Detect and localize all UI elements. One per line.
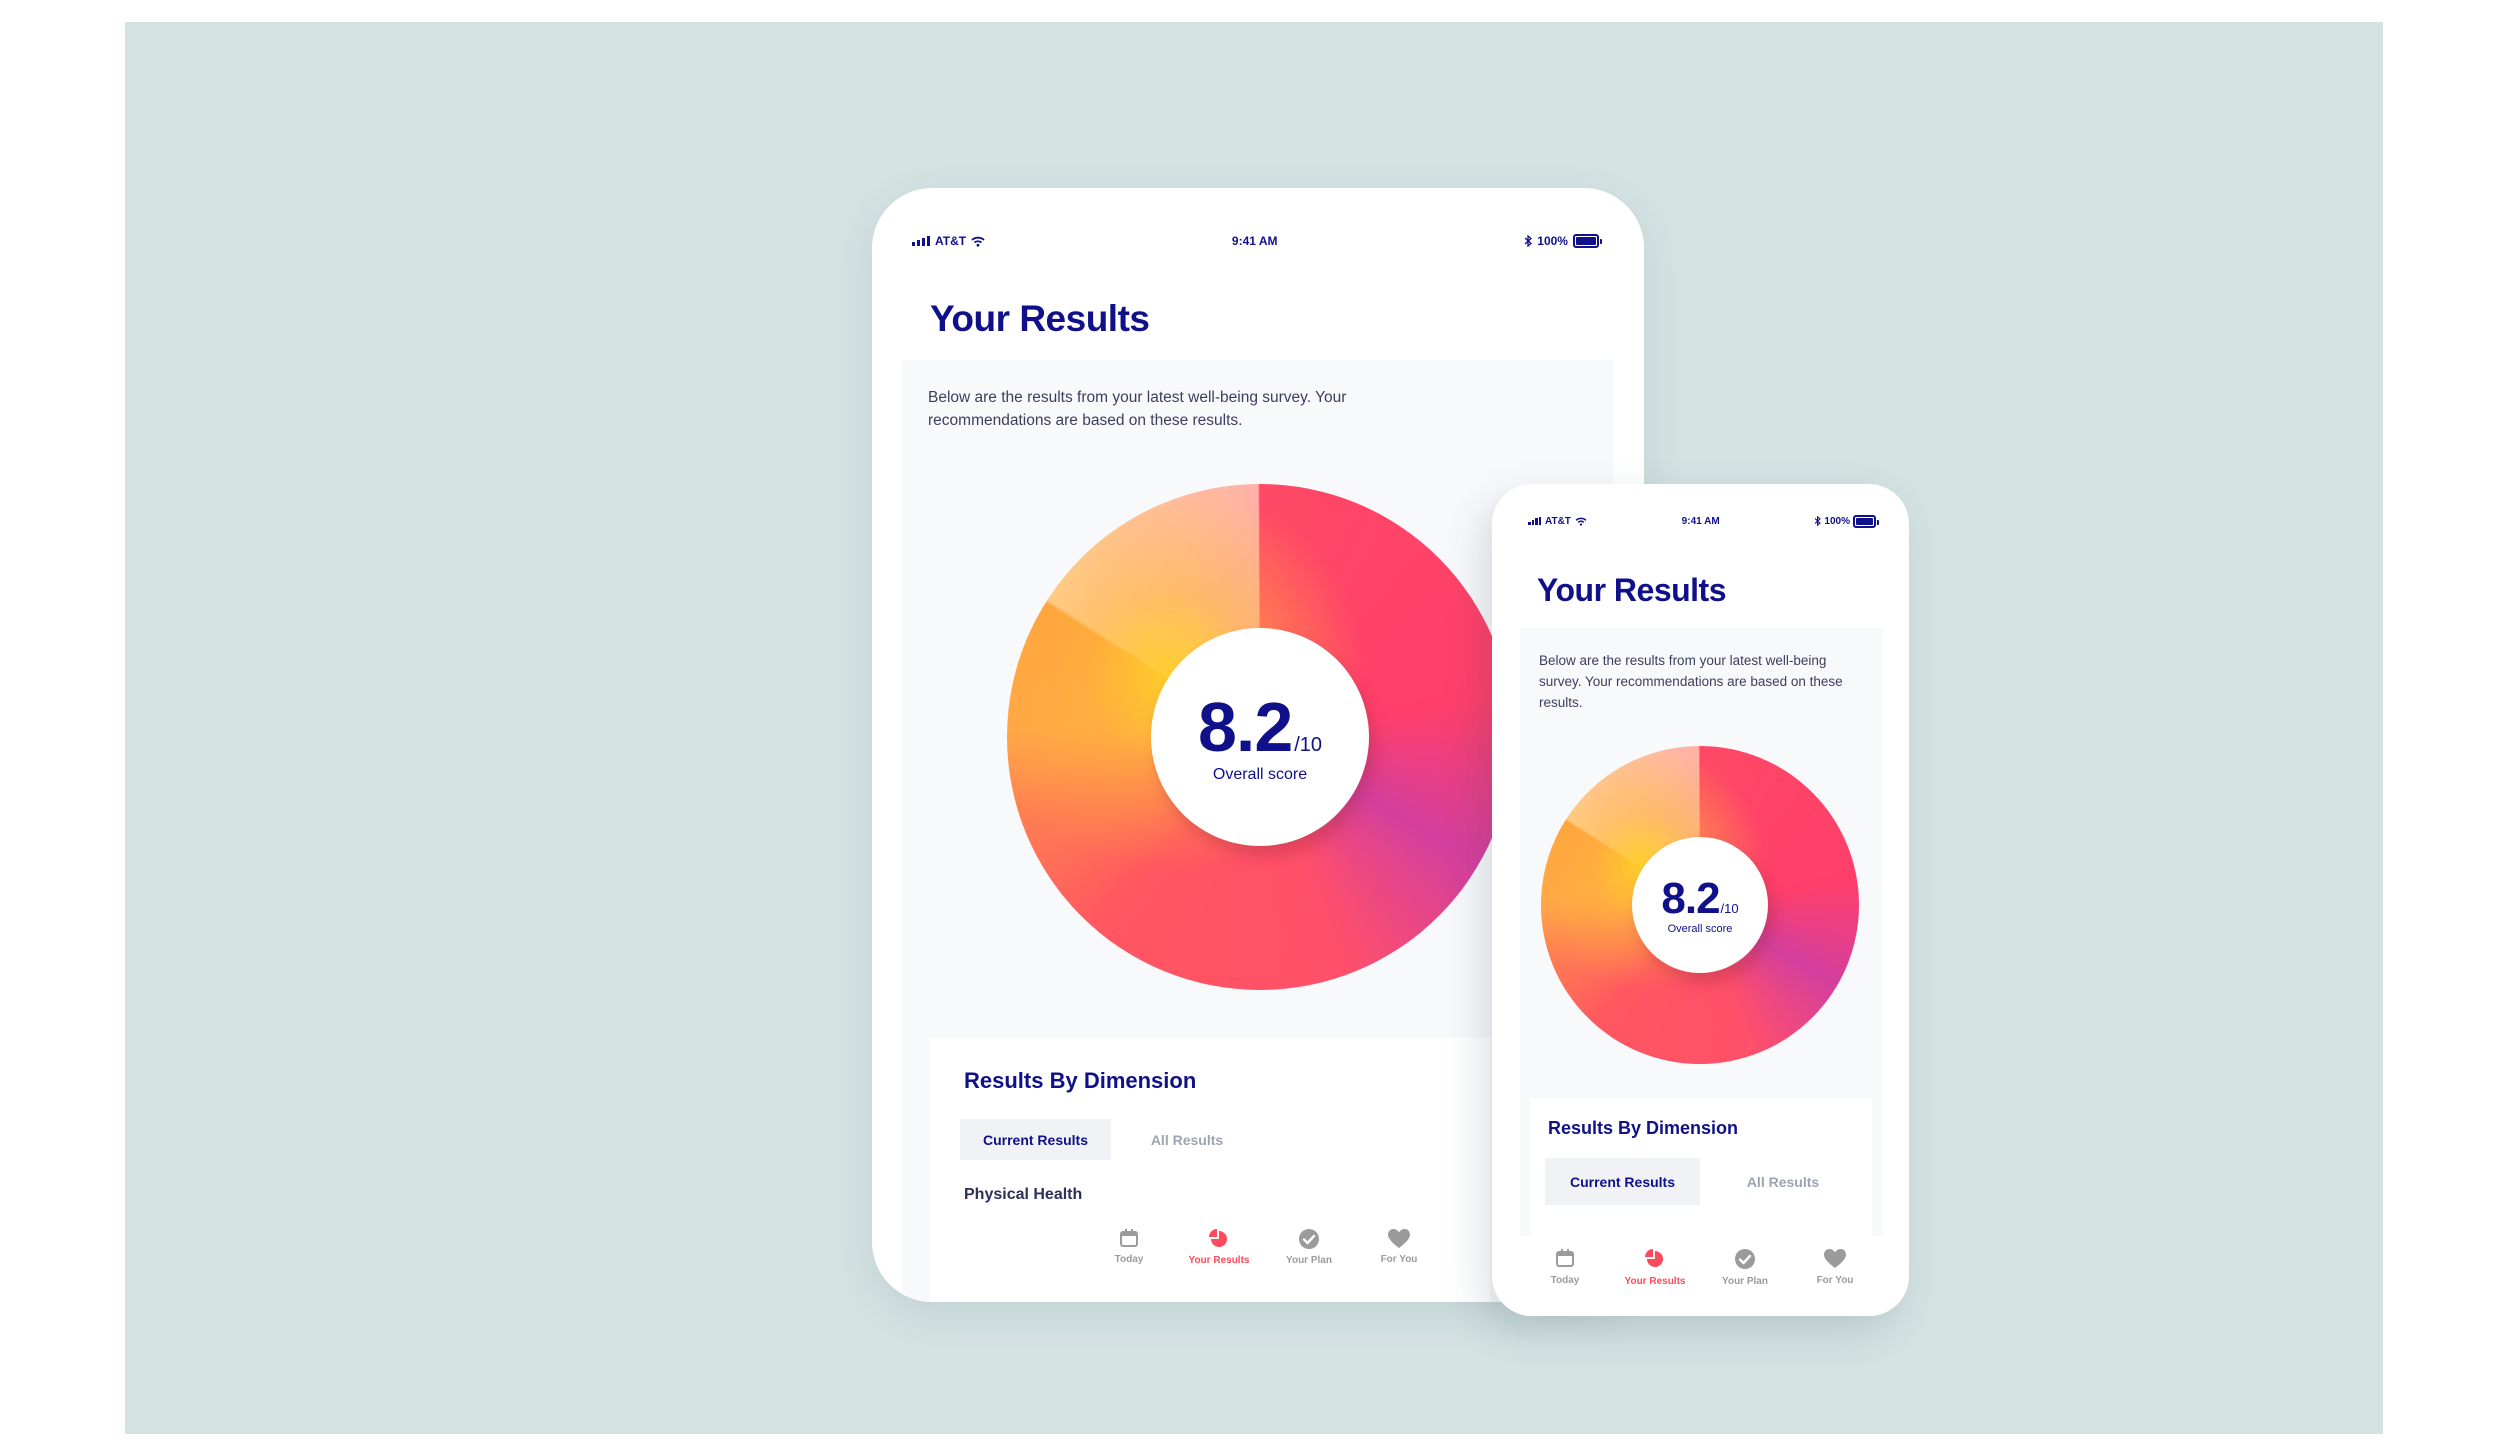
tab-all-results-phone[interactable]: All Results (1746, 1173, 1820, 1190)
calendar-icon-phone (1556, 1249, 1574, 1267)
calendar-icon (1120, 1229, 1138, 1247)
dimensions-title-phone: Results By Dimension (1548, 1118, 1739, 1138)
pie-chart-icon (1209, 1229, 1227, 1247)
score-center-phone: 8.2 /10 Overall score (1632, 837, 1768, 973)
tabbar-label-today-phone: Today (1550, 1275, 1580, 1286)
overall-score-value-phone: 8.2 (1661, 873, 1720, 923)
carrier-label-phone: AT&T (1545, 515, 1571, 527)
battery-icon-phone (1852, 514, 1879, 528)
showcase-background: AT&T 9:41 AM 100% Your Results Below are… (125, 22, 2383, 1434)
tabbar-label-results: Your Results (1188, 1255, 1250, 1266)
tab-all-results[interactable]: All Results (1150, 1131, 1224, 1148)
tabbar-item-foryou[interactable]: For You (1354, 1228, 1444, 1266)
phone-device: AT&T 9:41 AM 100% Your Results Below are… (1492, 484, 1909, 1316)
status-bar: AT&T 9:41 AM 100% (872, 232, 1644, 250)
tabbar-label-plan-phone: Your Plan (1722, 1276, 1768, 1287)
wifi-icon-phone (1575, 517, 1587, 526)
score-center: 8.2 /10 Overall score (1151, 628, 1369, 846)
battery-percent: 100% (1537, 234, 1568, 248)
tabbar-label-plan: Your Plan (1286, 1255, 1332, 1266)
status-bar-phone: AT&T 9:41 AM 100% (1492, 514, 1909, 528)
clock-label: 9:41 AM (1231, 234, 1278, 248)
page-title-phone: Your Results (1537, 572, 1727, 608)
signal-icon (912, 236, 930, 246)
bluetooth-icon-phone (1815, 516, 1822, 526)
bluetooth-icon (1524, 235, 1533, 247)
check-circle-icon-phone (1735, 1249, 1755, 1269)
signal-icon-phone (1528, 517, 1541, 525)
dimensions-card: Results By Dimension Current Results All… (930, 1038, 1490, 1302)
bottom-tab-bar-phone: Today Your Results Your Plan For You (1520, 1248, 1880, 1287)
heart-icon-phone (1824, 1249, 1846, 1268)
tabbar-item-results[interactable]: Your Results (1174, 1228, 1264, 1266)
dimension-physical-health[interactable]: Physical Health (964, 1186, 1083, 1203)
overall-score-label: Overall score (1212, 766, 1308, 783)
clock-label-phone: 9:41 AM (1681, 515, 1720, 527)
tabbar-label-results-phone: Your Results (1624, 1276, 1686, 1287)
tabbar-item-results-phone[interactable]: Your Results (1610, 1248, 1700, 1287)
check-circle-icon (1299, 1229, 1319, 1249)
tab-current-results[interactable]: Current Results (960, 1119, 1111, 1160)
tabbar-item-today[interactable]: Today (1084, 1228, 1174, 1266)
overall-score-max: /10 (1294, 734, 1323, 756)
intro-text-phone: Below are the results from your latest w… (1539, 653, 1843, 710)
tabbar-label-today: Today (1114, 1254, 1144, 1265)
tabbar-item-plan-phone[interactable]: Your Plan (1700, 1248, 1790, 1287)
tabbar-item-plan[interactable]: Your Plan (1264, 1228, 1354, 1266)
page-title: Your Results (930, 298, 1150, 339)
heart-icon (1388, 1229, 1410, 1248)
wifi-icon (971, 236, 985, 247)
tabbar-label-foryou: For You (1380, 1254, 1418, 1265)
tabbar-item-foryou-phone[interactable]: For You (1790, 1248, 1880, 1287)
tab-current-results-phone[interactable]: Current Results (1545, 1158, 1700, 1205)
battery-icon (1572, 234, 1602, 248)
pie-chart-icon-phone (1645, 1249, 1663, 1267)
bottom-tab-bar: Today Your Results Your Plan For You (1084, 1228, 1444, 1266)
overall-score-label-phone: Overall score (1667, 922, 1733, 935)
overall-score-value: 8.2 (1197, 688, 1293, 766)
tabbar-label-foryou-phone: For You (1816, 1275, 1854, 1286)
dimensions-title: Results By Dimension (964, 1068, 1197, 1093)
intro-text: Below are the results from your latest w… (928, 389, 1347, 429)
overall-score-max-phone: /10 (1720, 900, 1739, 916)
carrier-label: AT&T (935, 234, 967, 248)
battery-percent-phone: 100% (1824, 515, 1850, 527)
tabbar-item-today-phone[interactable]: Today (1520, 1248, 1610, 1287)
